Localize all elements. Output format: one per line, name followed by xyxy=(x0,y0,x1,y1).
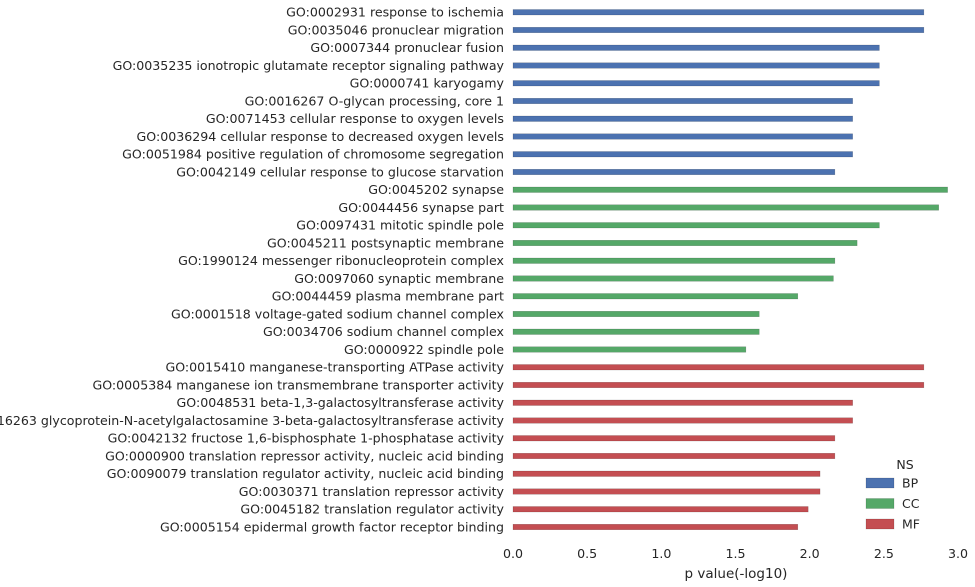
bar-cc xyxy=(512,275,834,282)
legend-swatch-mf xyxy=(865,518,895,530)
bar-bp xyxy=(512,133,853,140)
bar-bp xyxy=(512,62,880,69)
x-tick-label: 0.5 xyxy=(577,546,597,561)
category-label: GO:0042132 fructose 1,6-bisphosphate 1-p… xyxy=(108,431,505,446)
x-tick-label: 1.5 xyxy=(725,546,745,561)
bar-cc xyxy=(512,240,858,246)
bar-mf xyxy=(512,435,836,442)
bar-mf xyxy=(512,417,853,424)
bar-cc xyxy=(512,222,880,229)
category-label: GO:0034706 sodium channel complex xyxy=(263,324,505,339)
category-label: GO:0042149 cellular response to glucose … xyxy=(176,164,504,179)
bar-bp xyxy=(512,80,880,87)
category-label: GO:0015410 manganese-transporting ATPase… xyxy=(165,360,504,375)
category-label: GO:0097431 mitotic spindle pole xyxy=(296,218,504,233)
bars-layer xyxy=(512,9,948,530)
x-tick-label: 1.0 xyxy=(651,546,671,561)
bar-bp xyxy=(512,169,836,175)
bar-mf xyxy=(512,453,836,459)
category-label: GO:0044456 synapse part xyxy=(338,200,504,215)
category-label: GO:0000922 spindle pole xyxy=(344,342,504,357)
category-label: GO:1990124 messenger ribonucleoprotein c… xyxy=(178,253,504,268)
legend-swatch-bp xyxy=(865,477,895,489)
x-tick-label: 2.5 xyxy=(874,546,894,561)
category-label: GO:0035046 pronuclear migration xyxy=(288,22,504,37)
bar-bp xyxy=(512,98,853,104)
bar-mf xyxy=(512,470,821,477)
bar-cc xyxy=(512,204,939,211)
bar-mf xyxy=(512,364,925,371)
x-tick-label: 0.0 xyxy=(503,546,523,561)
category-label: GO:0002931 response to ischemia xyxy=(286,5,504,20)
bar-mf xyxy=(512,399,853,406)
legend-swatch-cc xyxy=(865,498,895,509)
category-label: GO:0016263 glycoprotein-N-acetylgalactos… xyxy=(0,413,505,428)
x-axis-title: p value(-log10) xyxy=(685,566,788,582)
bar-cc xyxy=(512,257,836,264)
category-label: GO:0071453 cellular response to oxygen l… xyxy=(206,111,504,126)
category-label: GO:0016267 O-glycan processing, core 1 xyxy=(245,93,504,108)
category-label: GO:0044459 plasma membrane part xyxy=(272,289,504,304)
category-label: GO:0030371 translation repressor activit… xyxy=(239,484,505,499)
bar-mf xyxy=(512,524,799,530)
legend: NS BP CC MF xyxy=(865,457,920,532)
category-label: GO:0000741 karyogamy xyxy=(350,76,505,91)
bar-cc xyxy=(512,293,799,300)
category-label: GO:0051984 positive regulation of chromo… xyxy=(122,147,504,162)
category-label: GO:0045211 postsynaptic membrane xyxy=(267,235,504,250)
category-label: GO:0007344 pronuclear fusion xyxy=(310,40,504,55)
x-tick-label: 2.0 xyxy=(800,546,820,561)
x-tick-labels: 0.0 0.5 1.0 1.5 2.0 2.5 3.0 xyxy=(503,546,968,561)
category-label: GO:0090079 translation regulator activit… xyxy=(107,466,504,481)
category-label: GO:0097060 synaptic membrane xyxy=(294,271,504,286)
bar-bp xyxy=(512,44,880,51)
bar-cc xyxy=(512,311,760,317)
bar-cc xyxy=(512,346,747,353)
bar-bp xyxy=(512,27,925,33)
legend-label-mf: MF xyxy=(902,517,920,532)
legend-title: NS xyxy=(896,457,913,472)
category-label: GO:0048531 beta-1,3-galactosyltransferas… xyxy=(177,395,505,410)
category-label: GO:0005154 epidermal growth factor recep… xyxy=(160,519,504,534)
x-tick-label: 3.0 xyxy=(948,546,968,561)
category-label: GO:0045202 synapse xyxy=(368,182,504,197)
category-label: GO:0001518 voltage-gated sodium channel … xyxy=(171,306,505,321)
bar-mf xyxy=(512,506,809,513)
bar-bp xyxy=(512,9,925,16)
bar-bp xyxy=(512,151,853,158)
category-label: GO:0036294 cellular response to decrease… xyxy=(137,129,504,144)
bar-cc xyxy=(512,328,760,335)
legend-label-cc: CC xyxy=(902,496,920,511)
category-label: GO:0000900 translation repressor activit… xyxy=(105,448,504,463)
category-label: GO:0035235 ionotropic glutamate receptor… xyxy=(113,58,505,73)
category-label: GO:0005384 manganese ion transmembrane t… xyxy=(92,377,504,392)
bar-bp xyxy=(512,115,853,122)
category-label: GO:0045182 translation regulator activit… xyxy=(240,502,504,517)
legend-label-bp: BP xyxy=(902,476,919,491)
bar-mf xyxy=(512,488,821,495)
bar-cc xyxy=(512,186,948,193)
bar-mf xyxy=(512,382,925,388)
category-labels: GO:0002931 response to ischemia GO:003504… xyxy=(0,5,505,535)
